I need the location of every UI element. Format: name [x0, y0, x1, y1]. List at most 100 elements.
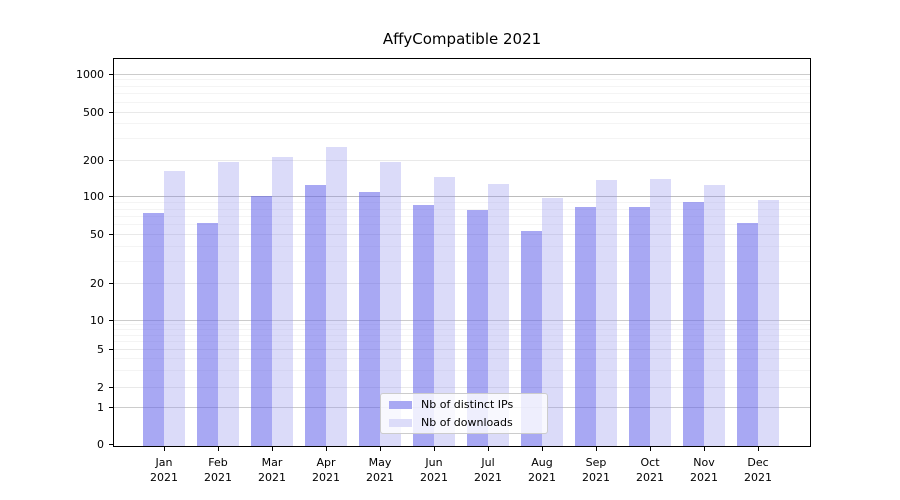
gridline-10: [114, 320, 810, 321]
y-tick-mark-100: [109, 196, 114, 197]
legend-swatch-distinct-ips: [389, 400, 412, 409]
y-tick-label-0: 0: [97, 438, 104, 451]
legend-row-distinct-ips: Nb of distinct IPs: [381, 398, 547, 411]
bar-downloads-may: [380, 162, 401, 446]
gridline-70: [114, 216, 810, 217]
bar-distinct-ips-sep: [575, 207, 596, 446]
gridline-7: [114, 335, 810, 336]
x-tick-label-may: May 2021: [366, 456, 394, 484]
bar-downloads-jul: [488, 184, 509, 446]
x-tick-label-oct: Oct 2021: [636, 456, 664, 484]
y-tick-label-5: 5: [97, 343, 104, 356]
bar-downloads-mar: [272, 157, 293, 446]
y-tick-label-100: 100: [83, 190, 104, 203]
bar-distinct-ips-jan: [143, 213, 164, 446]
gridline-3: [114, 370, 810, 371]
gridline-800: [114, 86, 810, 87]
legend-label-downloads: Nb of downloads: [421, 416, 513, 429]
y-tick-label-500: 500: [83, 106, 104, 119]
gridline-50: [114, 234, 810, 235]
x-tick-mark-mar: [272, 446, 273, 451]
gridline-8: [114, 329, 810, 330]
gridline-4: [114, 358, 810, 359]
gridline-90: [114, 202, 810, 203]
bar-distinct-ips-may: [359, 192, 380, 446]
bar-downloads-jan: [164, 171, 185, 446]
x-tick-label-jul: Jul 2021: [474, 456, 502, 484]
bar-distinct-ips-apr: [305, 185, 326, 446]
bar-distinct-ips-aug: [521, 231, 542, 446]
x-tick-mark-oct: [650, 446, 651, 451]
x-tick-mark-apr: [326, 446, 327, 451]
x-tick-label-feb: Feb 2021: [204, 456, 232, 484]
y-tick-label-2: 2: [97, 381, 104, 394]
y-tick-mark-20: [109, 283, 114, 284]
bar-distinct-ips-dec: [737, 223, 758, 446]
gridline-80: [114, 209, 810, 210]
gridline-60: [114, 224, 810, 225]
x-tick-mark-sep: [596, 446, 597, 451]
legend-swatch-downloads: [389, 418, 412, 427]
y-tick-mark-1000: [109, 74, 114, 75]
gridline-1000: [114, 74, 810, 75]
gridline-2: [114, 387, 810, 388]
gridline-700: [114, 93, 810, 94]
x-tick-mark-jun: [434, 446, 435, 451]
y-tick-mark-5: [109, 349, 114, 350]
x-tick-label-aug: Aug 2021: [528, 456, 556, 484]
x-tick-mark-feb: [218, 446, 219, 451]
gridline-300: [114, 138, 810, 139]
bar-downloads-oct: [650, 179, 671, 446]
x-tick-label-jun: Jun 2021: [420, 456, 448, 484]
legend: Nb of distinct IPs Nb of downloads: [380, 393, 548, 434]
y-tick-mark-50: [109, 234, 114, 235]
chart-title: AffyCompatible 2021: [382, 30, 542, 48]
legend-row-downloads: Nb of downloads: [381, 416, 547, 429]
x-tick-label-jan: Jan 2021: [150, 456, 178, 484]
y-tick-mark-1: [109, 407, 114, 408]
bar-distinct-ips-jul: [467, 210, 488, 446]
gridline-6: [114, 341, 810, 342]
x-tick-mark-may: [380, 446, 381, 451]
x-tick-label-sep: Sep 2021: [582, 456, 610, 484]
y-tick-mark-2: [109, 387, 114, 388]
y-tick-label-200: 200: [83, 154, 104, 167]
gridline-9: [114, 324, 810, 325]
x-tick-mark-aug: [542, 446, 543, 451]
bar-distinct-ips-nov: [683, 202, 704, 446]
y-tick-label-20: 20: [90, 277, 104, 290]
gridline-40: [114, 246, 810, 247]
gridline-200: [114, 160, 810, 161]
gridline-30: [114, 261, 810, 262]
x-tick-label-nov: Nov 2021: [690, 456, 718, 484]
x-tick-label-mar: Mar 2021: [258, 456, 286, 484]
x-tick-mark-nov: [704, 446, 705, 451]
x-tick-label-apr: Apr 2021: [312, 456, 340, 484]
bar-downloads-apr: [326, 147, 347, 446]
y-tick-label-1: 1: [97, 401, 104, 414]
gridline-20: [114, 283, 810, 284]
x-tick-mark-jul: [488, 446, 489, 451]
y-tick-label-10: 10: [90, 314, 104, 327]
y-tick-mark-10: [109, 320, 114, 321]
gridline-600: [114, 102, 810, 103]
bar-downloads-sep: [596, 180, 617, 446]
gridline-400: [114, 123, 810, 124]
bar-distinct-ips-jun: [413, 205, 434, 446]
bar-downloads-feb: [218, 162, 239, 446]
bar-distinct-ips-mar: [251, 196, 272, 446]
y-tick-label-1000: 1000: [76, 68, 104, 81]
x-tick-mark-dec: [758, 446, 759, 451]
bar-downloads-nov: [704, 185, 725, 446]
y-tick-mark-500: [109, 112, 114, 113]
y-tick-mark-0: [109, 444, 114, 445]
bar-downloads-dec: [758, 200, 779, 446]
x-tick-label-dec: Dec 2021: [744, 456, 772, 484]
gridline-5: [114, 349, 810, 350]
bar-distinct-ips-feb: [197, 223, 218, 446]
gridline-900: [114, 79, 810, 80]
gridline-500: [114, 112, 810, 113]
bar-downloads-aug: [542, 198, 563, 446]
bar-distinct-ips-oct: [629, 207, 650, 446]
